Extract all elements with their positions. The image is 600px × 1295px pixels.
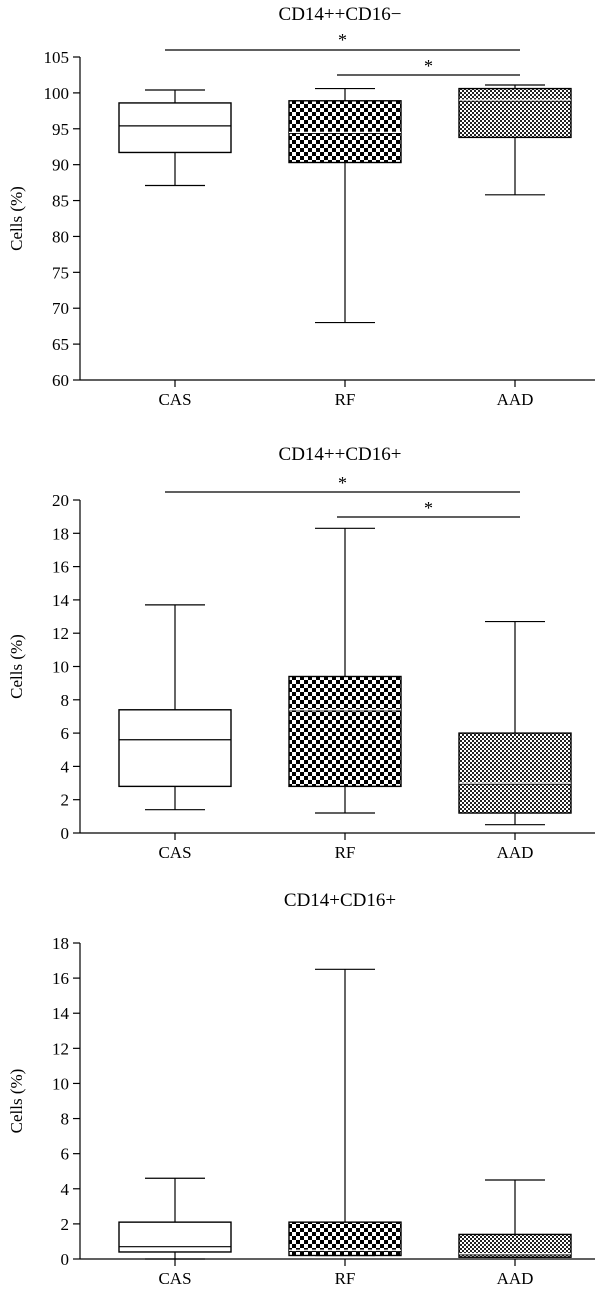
chart-title: CD14++CD16+ [279,444,402,465]
y-tick-label: 8 [61,691,70,710]
x-tick-label: RF [335,843,356,862]
box-iqr [288,100,402,164]
y-tick-label: 4 [61,757,70,776]
box-cas [118,604,232,811]
y-tick-label: 0 [61,1250,70,1269]
box-aad [458,84,572,196]
y-tick-label: 16 [52,969,69,988]
x-tick-label: CAS [158,843,191,862]
x-tick-label: AAD [497,390,534,409]
y-tick-label: 12 [52,1039,69,1058]
y-tick-label: 14 [52,1004,70,1023]
chart-title: CD14++CD16− [279,4,402,25]
box-iqr [118,102,232,154]
significance-star: * [338,473,347,493]
box-iqr [288,675,402,788]
x-tick-label: AAD [497,843,534,862]
x-tick-label: CAS [158,1269,191,1288]
box-iqr [458,732,572,814]
y-tick-label: 80 [52,227,69,246]
y-tick-label: 75 [52,263,69,282]
box-iqr [118,1221,232,1253]
y-tick-label: 6 [61,1145,70,1164]
y-tick-label: 6 [61,724,70,743]
chart-title: CD14+CD16+ [284,890,396,911]
x-tick-label: CAS [158,390,191,409]
y-tick-label: 105 [44,48,70,67]
box-iqr [458,87,572,139]
box-aad [458,620,572,826]
y-tick-label: 2 [61,791,70,810]
x-tick-label: RF [335,1269,356,1288]
significance-star: * [424,56,433,76]
y-tick-label: 20 [52,491,69,510]
significance-star: * [424,498,433,518]
y-tick-label: 8 [61,1110,70,1129]
x-tick-label: AAD [497,1269,534,1288]
y-tick-label: 16 [52,558,69,577]
y-tick-label: 12 [52,624,69,643]
box-iqr [458,1233,572,1258]
y-tick-label: 2 [61,1215,70,1234]
chart-panel-3: CD14+CD16+ Cells (%) 0 2 4 6 8 10 12 14 16 18 CAS RF A… [7,890,595,1288]
y-tick-label: 95 [52,120,69,139]
box-rf [288,527,402,814]
box-cas [118,1177,232,1260]
chart-panel-1: CD14++CD16− Cells (%) 60 65 70 75 80 85 90 95 100 1… [7,4,595,409]
y-tick-label: 18 [52,524,69,543]
y-tick-label: 18 [52,934,69,953]
chart-panel-2: CD14++CD16+ Cells (%) 0 2 4 6 8 10 12 14 16 18 20 CAS… [7,444,595,862]
y-axis-label: Cells (%) [7,634,26,699]
y-tick-label: 14 [52,591,70,610]
y-tick-label: 10 [52,658,69,677]
y-axis-label: Cells (%) [7,1069,26,1134]
y-tick-label: 85 [52,192,69,211]
y-tick-label: 70 [52,299,69,318]
box-aad [458,1179,572,1258]
box-iqr [118,709,232,788]
y-tick-label: 10 [52,1074,69,1093]
y-tick-label: 0 [61,824,70,843]
significance-star: * [338,30,347,50]
box-rf [288,87,402,324]
y-tick-label: 100 [44,84,70,103]
y-tick-label: 60 [52,371,69,390]
x-tick-label: RF [335,390,356,409]
box-rf [288,968,402,1257]
y-tick-label: 90 [52,156,69,175]
y-axis-label: Cells (%) [7,186,26,251]
y-tick-label: 65 [52,335,69,354]
box-cas [118,89,232,187]
y-tick-label: 4 [61,1180,70,1199]
